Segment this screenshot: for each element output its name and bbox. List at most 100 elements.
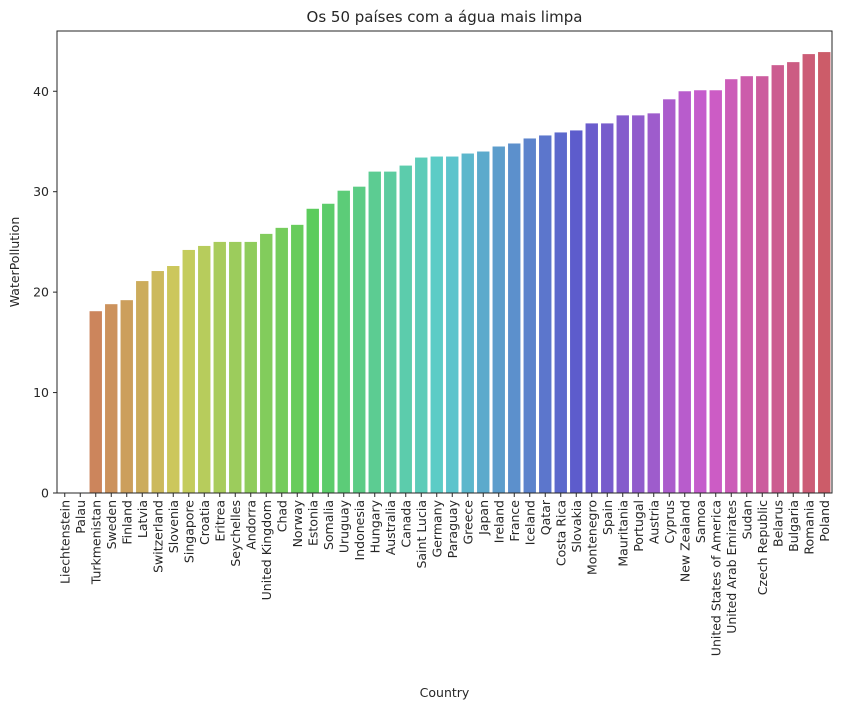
bar bbox=[384, 171, 397, 494]
x-tick-label: Andorra bbox=[243, 500, 258, 550]
bar bbox=[136, 281, 149, 493]
bar bbox=[802, 54, 815, 493]
bar bbox=[492, 146, 505, 493]
bar bbox=[678, 91, 691, 493]
bar bbox=[446, 156, 459, 494]
x-tick-label: Ireland bbox=[491, 500, 506, 543]
y-tick-label: 0 bbox=[41, 486, 49, 501]
bar bbox=[337, 190, 350, 493]
bar bbox=[694, 90, 707, 493]
x-tick-label: Belarus bbox=[770, 500, 785, 547]
x-tick-label: Palau bbox=[73, 500, 88, 534]
bar bbox=[771, 65, 784, 494]
x-tick-label: United Kingdom bbox=[259, 500, 274, 600]
x-tick-label: Seychelles bbox=[228, 500, 243, 567]
bar bbox=[616, 115, 629, 494]
bar bbox=[291, 224, 304, 493]
x-tick-label: Iceland bbox=[522, 500, 537, 545]
x-tick-label: Saint Lucia bbox=[414, 500, 429, 569]
x-tick-label: Estonia bbox=[305, 500, 320, 546]
bar bbox=[663, 99, 676, 494]
x-tick-label: Mauritania bbox=[615, 500, 630, 567]
bar bbox=[244, 241, 257, 493]
x-tick-label: Sudan bbox=[739, 500, 754, 539]
bar bbox=[322, 203, 335, 493]
x-tick-label: Hungary bbox=[367, 499, 382, 553]
x-tick-label: Samoa bbox=[693, 500, 708, 543]
bar bbox=[430, 156, 443, 494]
x-tick-label: Slovenia bbox=[166, 500, 181, 553]
x-tick-label: Canada bbox=[398, 500, 413, 548]
x-tick-label: Latvia bbox=[135, 500, 150, 538]
x-tick-label: Somalia bbox=[321, 500, 336, 550]
bar bbox=[353, 186, 366, 494]
x-tick-label: Spain bbox=[600, 500, 615, 535]
x-tick-label: Indonesia bbox=[352, 500, 367, 560]
bar bbox=[399, 165, 412, 493]
x-tick-label: Slovakia bbox=[569, 500, 584, 552]
x-tick-label: Japan bbox=[476, 500, 491, 536]
bar bbox=[167, 266, 180, 493]
x-tick-label: United States of America bbox=[708, 500, 723, 656]
bar bbox=[709, 90, 722, 493]
x-tick-label: New Zealand bbox=[677, 500, 692, 582]
bar bbox=[756, 76, 769, 493]
bar bbox=[182, 249, 195, 493]
bar bbox=[585, 123, 598, 494]
x-tick-label: Eritrea bbox=[212, 500, 227, 542]
bar bbox=[105, 304, 118, 493]
bar bbox=[818, 52, 831, 494]
x-axis: Liechtenstein Palau Turkmenistan Sweden Finl… bbox=[57, 493, 832, 656]
y-tick-label: 10 bbox=[33, 385, 49, 400]
bar bbox=[415, 157, 428, 494]
x-tick-label: Montenegro bbox=[584, 500, 599, 575]
bar bbox=[461, 153, 474, 493]
x-tick-label: Portugal bbox=[631, 500, 646, 552]
chart-title: Os 50 países com a água mais limpa bbox=[307, 8, 583, 26]
x-tick-label: Costa Rica bbox=[553, 500, 568, 566]
bar bbox=[725, 79, 738, 494]
bar bbox=[151, 271, 164, 493]
x-tick-label: United Arab Emirates bbox=[724, 500, 739, 634]
x-tick-label: Liechtenstein bbox=[57, 500, 72, 584]
x-tick-label: Poland bbox=[817, 500, 832, 542]
x-tick-label: Chad bbox=[274, 500, 289, 532]
x-axis-title: Country bbox=[420, 685, 470, 700]
y-tick-label: 20 bbox=[33, 285, 49, 300]
x-tick-label: Germany bbox=[429, 499, 444, 557]
bar bbox=[601, 123, 614, 494]
x-tick-label: Uruguay bbox=[336, 499, 351, 553]
x-tick-label: Bulgaria bbox=[786, 500, 801, 552]
x-tick-label: Turkmenistan bbox=[88, 500, 103, 585]
bar bbox=[213, 241, 226, 493]
bar bbox=[306, 208, 319, 493]
bar bbox=[523, 138, 536, 493]
x-tick-label: Greece bbox=[460, 500, 475, 545]
x-tick-label: Croatia bbox=[197, 500, 212, 545]
bar bbox=[740, 76, 753, 493]
bar bbox=[275, 227, 288, 493]
x-tick-label: Norway bbox=[290, 499, 305, 547]
bar bbox=[89, 311, 102, 493]
x-tick-label: France bbox=[507, 500, 522, 542]
y-tick-label: 30 bbox=[33, 184, 49, 199]
plot-frame bbox=[56, 30, 833, 494]
x-tick-label: Qatar bbox=[538, 499, 553, 535]
x-tick-label: Paraguay bbox=[445, 499, 460, 558]
bar bbox=[368, 171, 381, 494]
bar bbox=[787, 62, 800, 493]
x-tick-label: Singapore bbox=[181, 500, 196, 563]
x-tick-label: Sweden bbox=[104, 500, 119, 549]
bar bbox=[632, 115, 645, 494]
x-tick-label: Australia bbox=[383, 500, 398, 555]
bar bbox=[570, 130, 583, 493]
x-tick-label: Romania bbox=[801, 500, 816, 555]
bar bbox=[508, 143, 521, 494]
bar bbox=[229, 241, 242, 493]
y-axis-title: WaterPollution bbox=[7, 217, 22, 308]
x-tick-label: Finland bbox=[119, 500, 134, 545]
y-axis: 0 10 20 30 40 bbox=[33, 84, 57, 501]
bar bbox=[198, 245, 211, 493]
